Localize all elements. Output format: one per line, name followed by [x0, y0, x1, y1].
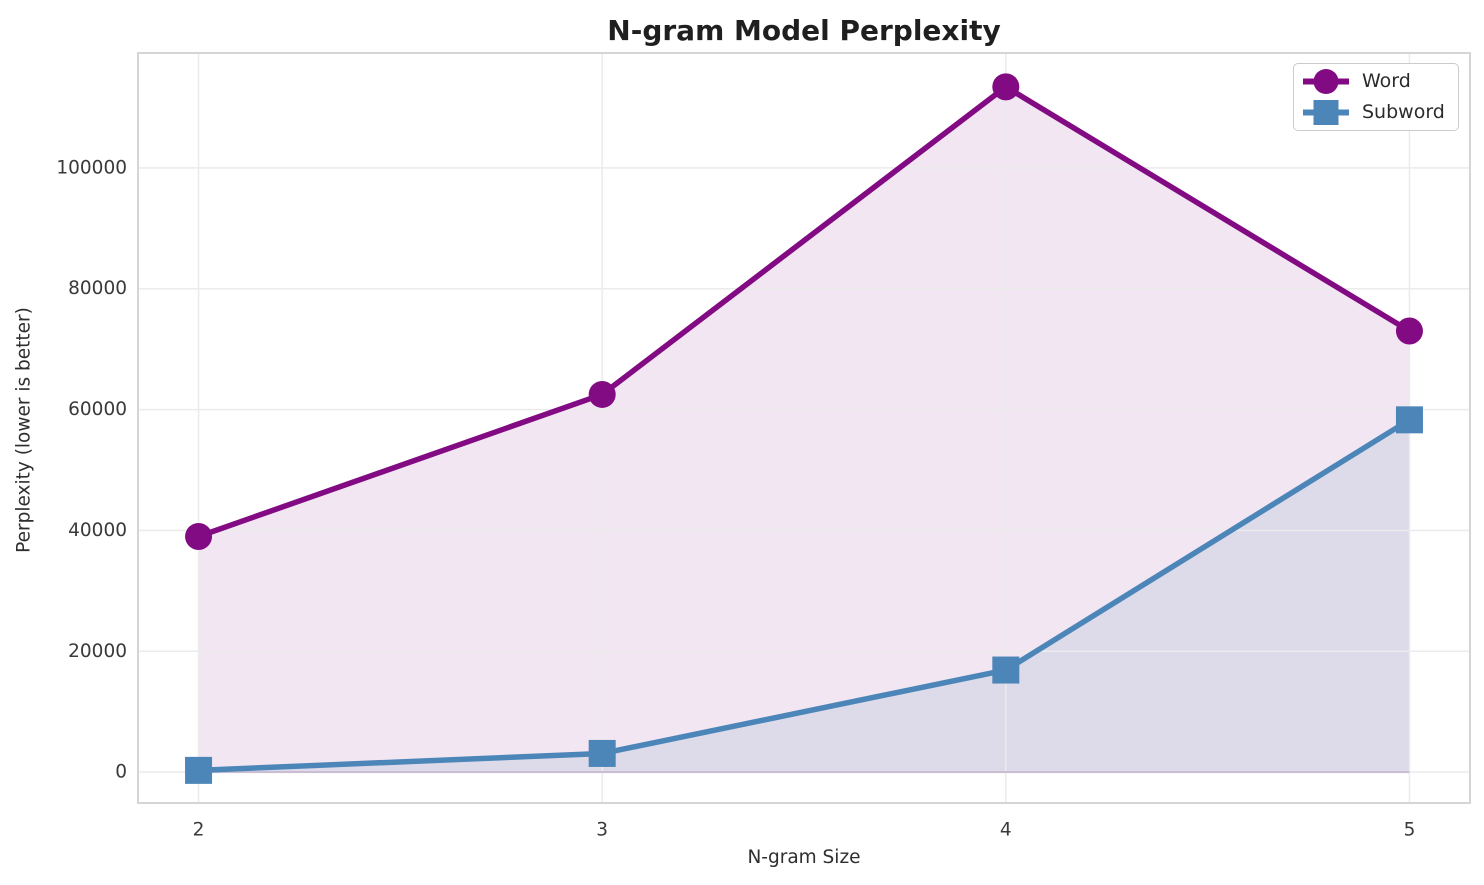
subword-square-marker-icon — [1303, 100, 1349, 125]
x-tick-label: 2 — [193, 820, 205, 841]
y-tick-label: 40000 — [68, 520, 127, 541]
axes-frame — [137, 52, 1471, 804]
x-tick-label: 5 — [1404, 820, 1416, 841]
series-subword-fill — [198, 419, 1410, 773]
series-subword-marker — [1395, 406, 1423, 434]
y-tick-label: 100000 — [56, 157, 127, 178]
series-subword-marker — [992, 656, 1020, 684]
word-circle-marker-icon — [1303, 69, 1349, 94]
y-tick-label: 60000 — [68, 399, 127, 420]
series-word-marker — [992, 73, 1020, 101]
x-tick-label: 4 — [1000, 820, 1012, 841]
series-word-marker — [588, 380, 616, 408]
legend-label: Word — [1362, 70, 1411, 92]
y-tick-label: 80000 — [68, 278, 127, 299]
legend-label: Subword — [1362, 101, 1445, 123]
legend-item-subword: Subword — [1302, 98, 1450, 127]
legend: Word Subword — [1293, 63, 1459, 131]
series-subword-line — [195, 417, 1413, 774]
x-tick-label: 3 — [596, 820, 608, 841]
chart-title: N-gram Model Perplexity — [607, 14, 1001, 47]
series-word-marker — [1395, 317, 1423, 345]
series-word-line — [195, 84, 1413, 540]
series-subword-marker — [185, 756, 213, 784]
y-tick-label: 20000 — [68, 641, 127, 662]
legend-item-word: Word — [1302, 67, 1450, 96]
y-axis-label: Perplexity (lower is better) — [13, 307, 35, 553]
series-word-marker — [185, 522, 213, 550]
series-subword-marker — [588, 739, 616, 767]
y-tick-label: 0 — [115, 762, 127, 783]
x-axis-label: N-gram Size — [747, 847, 861, 868]
series-word-fill — [198, 86, 1410, 773]
